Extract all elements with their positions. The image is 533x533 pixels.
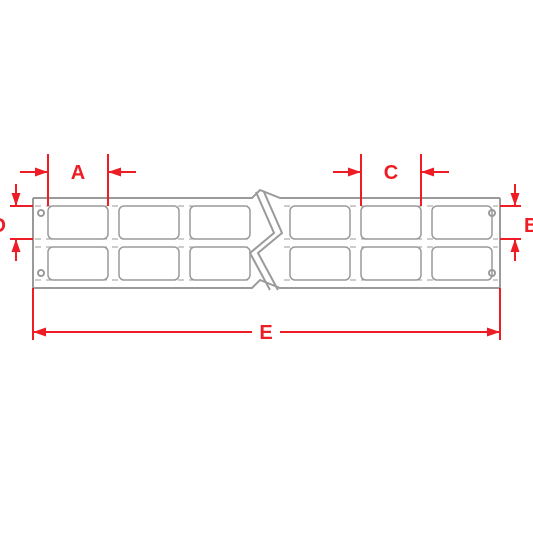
dim-B-label: B	[524, 215, 533, 237]
dim-C-label: C	[384, 162, 398, 184]
label-slot	[48, 206, 108, 239]
label-slot	[432, 247, 492, 280]
mounting-hole	[38, 270, 44, 276]
dim-D-label: D	[0, 215, 6, 237]
mounting-hole	[38, 210, 44, 216]
dim-arrowhead	[487, 328, 500, 337]
dim-arrowhead	[108, 168, 121, 177]
dim-arrowhead	[33, 328, 46, 337]
label-slot	[290, 206, 350, 239]
label-slot	[119, 206, 179, 239]
dim-A-label: A	[71, 162, 85, 184]
label-slot	[190, 247, 250, 280]
label-slot	[119, 247, 179, 280]
label-slot	[48, 247, 108, 280]
dim-arrowhead	[12, 239, 21, 252]
label-slot	[290, 247, 350, 280]
dim-arrowhead	[511, 193, 520, 206]
dim-arrowhead	[12, 193, 21, 206]
label-slot	[432, 206, 492, 239]
dim-arrowhead	[35, 168, 48, 177]
label-slot	[361, 206, 421, 239]
dim-arrowhead	[421, 168, 434, 177]
label-slot	[361, 247, 421, 280]
dim-E-label: E	[259, 322, 272, 344]
dim-arrowhead	[511, 239, 520, 252]
dim-arrowhead	[348, 168, 361, 177]
label-slot	[190, 206, 250, 239]
